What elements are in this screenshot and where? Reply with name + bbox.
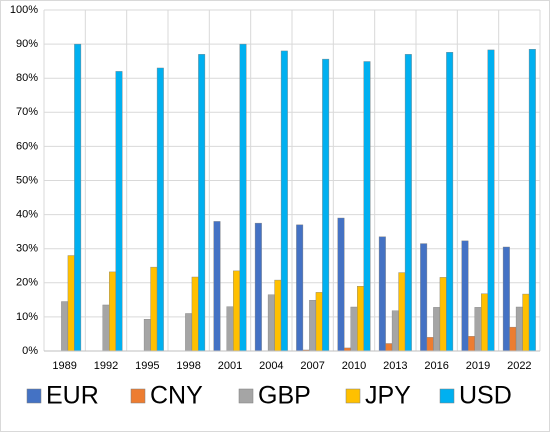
bar [357, 286, 364, 352]
bar [143, 319, 151, 352]
legend-label: CNY [150, 382, 203, 410]
bar [315, 292, 323, 352]
y-tick-label: 100% [10, 4, 38, 16]
bar [156, 67, 164, 352]
bar [363, 61, 371, 352]
x-tick-label: 2013 [383, 360, 407, 372]
y-tick-label: 0% [22, 345, 38, 357]
y-tick-label: 30% [16, 243, 38, 255]
x-tick-label: 2019 [466, 360, 490, 372]
legend-swatch [345, 388, 361, 404]
legend-label: JPY [365, 382, 411, 410]
bar [522, 293, 530, 352]
y-tick-label: 20% [16, 277, 38, 289]
bar [481, 293, 488, 352]
bar [267, 294, 275, 352]
x-tick-label: 2016 [424, 360, 448, 372]
bar [67, 255, 75, 352]
x-tick-label: 1992 [94, 360, 118, 372]
legend-label: USD [459, 382, 512, 410]
x-tick-label: 1998 [176, 360, 200, 372]
legend-swatch [130, 388, 146, 404]
bar [115, 71, 123, 352]
bar [239, 43, 247, 352]
bar [487, 49, 495, 352]
bar [439, 277, 447, 352]
bar [226, 306, 234, 352]
bar [528, 49, 536, 352]
bar [150, 266, 158, 352]
bar [233, 270, 240, 352]
bar [337, 217, 345, 352]
bar [420, 243, 428, 352]
legend-swatch [439, 388, 455, 404]
bar [109, 271, 116, 352]
x-tick-label: 1989 [52, 360, 76, 372]
bar [185, 313, 193, 352]
x-tick-label: 2001 [218, 360, 242, 372]
x-tick-label: 2004 [259, 360, 283, 372]
y-tick-label: 10% [16, 311, 38, 323]
bar [350, 306, 358, 352]
y-tick-label: 40% [16, 209, 38, 221]
legend-swatch [238, 388, 254, 404]
bar [378, 236, 386, 352]
bar [502, 246, 510, 352]
bar [426, 337, 434, 352]
bar [461, 240, 469, 352]
bar [474, 307, 482, 352]
bar [309, 299, 317, 352]
bar [446, 52, 454, 352]
y-tick-label: 80% [16, 72, 38, 84]
legend-label: EUR [46, 382, 99, 410]
y-tick-label: 60% [16, 140, 38, 152]
bar [509, 326, 517, 352]
bar [213, 221, 221, 352]
bar [322, 58, 330, 352]
bar [254, 222, 262, 352]
legend-swatch [26, 388, 42, 404]
bar [61, 301, 69, 352]
y-tick-label: 70% [16, 106, 38, 118]
bar [385, 343, 393, 352]
bar [280, 50, 288, 352]
bar [391, 310, 399, 352]
bar [74, 43, 82, 352]
x-tick-label: 2007 [300, 360, 324, 372]
legend-label: GBP [258, 382, 311, 410]
x-tick-label: 1995 [135, 360, 159, 372]
bar [296, 224, 304, 352]
bar [191, 276, 199, 352]
bar [433, 307, 441, 352]
bar [398, 272, 406, 352]
bar [198, 54, 206, 352]
x-tick-label: 2022 [507, 360, 531, 372]
bar [102, 304, 110, 352]
bar [274, 279, 282, 352]
x-tick-label: 2010 [342, 360, 366, 372]
y-tick-label: 50% [16, 174, 38, 186]
y-tick-label: 90% [16, 38, 38, 50]
bar [515, 306, 523, 352]
bar [468, 336, 475, 352]
bar [404, 54, 412, 352]
